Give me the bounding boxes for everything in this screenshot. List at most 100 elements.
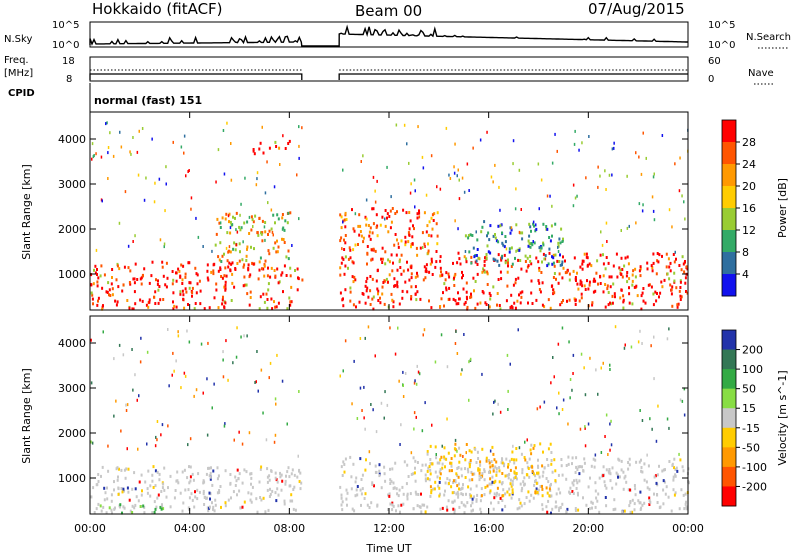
power-cell [499,224,502,228]
power-cell [419,246,422,250]
velocity-cell [673,466,675,470]
velocity-cell [160,507,163,511]
velocity-cell [124,476,127,480]
power-cell [232,247,235,251]
power-cell [267,288,270,292]
power-cell [381,285,384,289]
velocity-cell [268,478,271,482]
velocity-cell [607,470,610,474]
velocity-cell [122,353,125,357]
power-cell [486,270,489,274]
power-cell [439,305,442,308]
velocity-cell [480,487,483,491]
power-cell [467,236,470,240]
velocity-cell [668,460,671,463]
power-cell [533,241,536,245]
velocity-cell [445,457,448,461]
velocity-cell [430,491,433,495]
velocity-cell [206,433,209,437]
power-cell [298,156,300,160]
velocity-cell [436,475,439,479]
velocity-cell [429,462,432,465]
power-cell [221,254,224,258]
velocity-cell [456,467,459,470]
power-cell [124,190,127,194]
power-cell [605,256,608,259]
velocity-cell [368,450,371,454]
power-colorbar-swatch [722,274,736,297]
power-cell [439,259,442,263]
power-cell [439,255,442,259]
velocity-cell [477,467,480,471]
velocity-cell [527,490,530,494]
power-cell [639,265,642,269]
velocity-cell [426,452,429,456]
power-cell [351,260,354,264]
power-cell [480,230,483,234]
power-cell [151,260,154,264]
velocity-cell [464,476,467,479]
velocity-cell [389,478,392,482]
power-cell [384,209,387,212]
velocity-cell [274,433,277,437]
power-cell [157,301,160,305]
power-cell [552,253,555,257]
power-cell [641,291,644,295]
velocity-cell [633,502,636,506]
velocity-cell [683,507,686,511]
power-cell [365,223,368,227]
velocity-cell [685,500,687,504]
velocity-cell [468,449,471,453]
power-cell [383,279,386,283]
velocity-cell [157,493,160,497]
power-cell [362,154,364,158]
power-cell [580,292,583,296]
power-cell [179,275,182,279]
velocity-cell [608,468,611,471]
velocity-cell [424,473,427,477]
power-cell [128,306,131,310]
power-cell [392,261,394,265]
power-cell [488,291,491,295]
power-cell [272,233,274,237]
power-cell [353,275,356,279]
power-cell [580,281,583,285]
power-cell [625,274,628,278]
power-cell [544,254,547,258]
velocity-cell [638,460,641,464]
velocity-cell [650,344,652,348]
velocity-cell [514,476,517,479]
power-cell [214,243,217,247]
power-cell [282,290,284,294]
power-cell [557,241,560,245]
power-cell [219,266,222,270]
power-cell [449,177,452,180]
velocity-cell [136,398,138,402]
power-cell [452,297,455,301]
power-cell [381,246,384,250]
power-cell [457,168,459,172]
velocity-colorbar-swatch [722,466,736,487]
velocity-cell [480,494,483,498]
velocity-cell [590,464,593,468]
velocity-cell [639,409,641,412]
power-cell [535,223,537,227]
power-cell [659,291,662,295]
power-cell [400,239,403,243]
power-cell [661,134,664,137]
site-title: Hokkaido (fitACF) [92,0,223,18]
velocity-cell [575,465,578,469]
velocity-cell [495,470,498,474]
velocity-cell [458,446,461,450]
power-cell [518,248,521,252]
velocity-cell [355,476,358,480]
velocity-cell [495,467,498,471]
velocity-cell [480,475,483,479]
velocity-cell [374,354,376,358]
power-cell [650,285,653,289]
velocity-cell [156,470,159,474]
velocity-cell [486,484,489,488]
power-cell [108,293,110,297]
power-cell [216,217,219,221]
power-cell [501,254,504,258]
